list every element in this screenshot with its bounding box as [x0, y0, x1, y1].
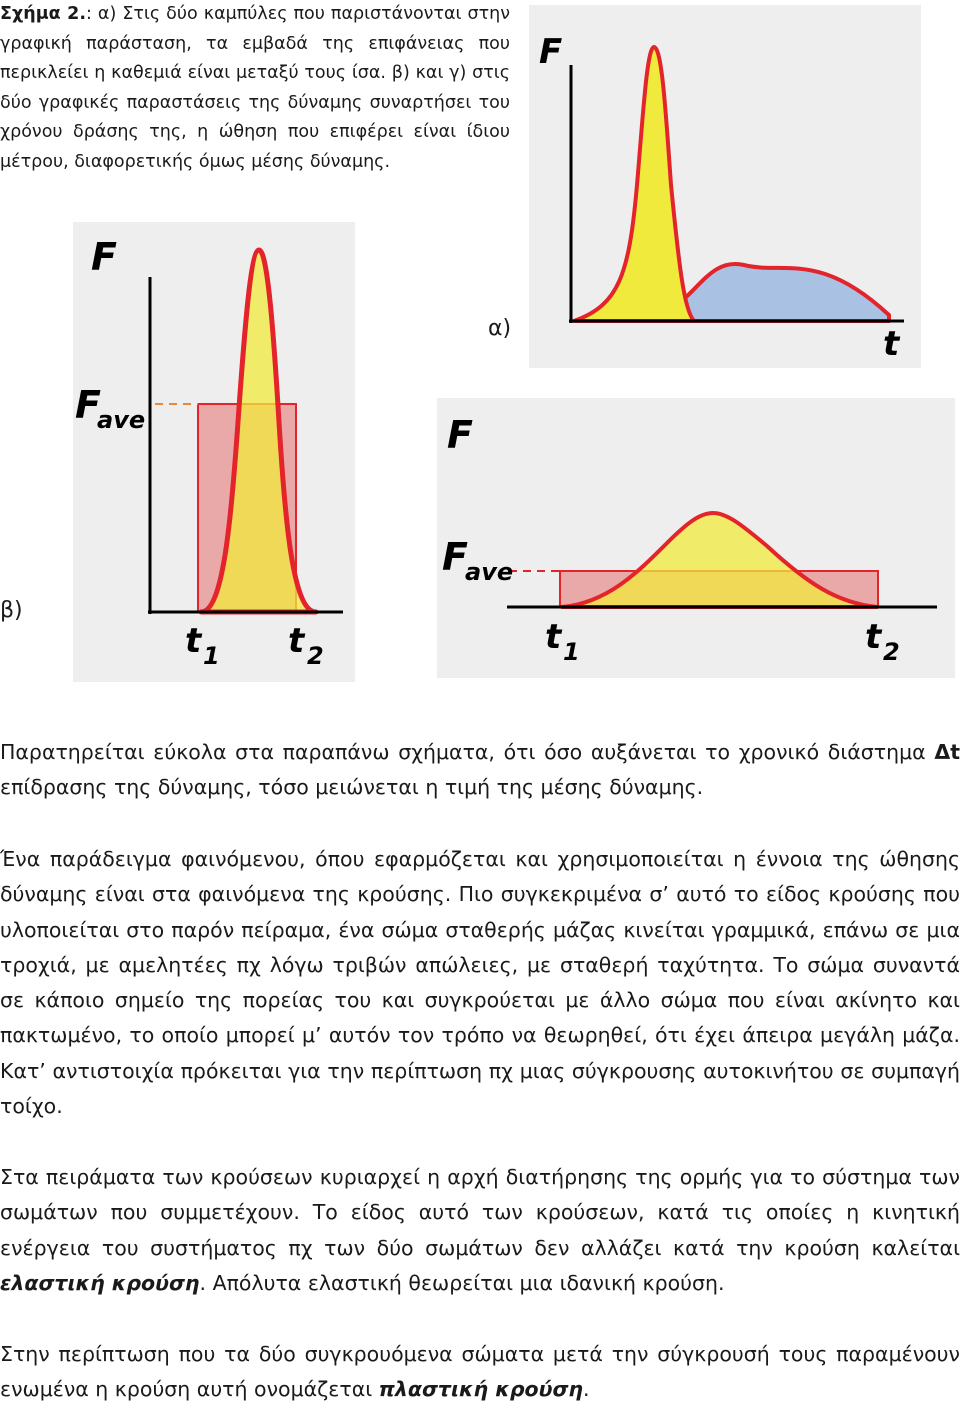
elastic-collision-term: ελαστική κρούση [0, 1270, 200, 1295]
graph-c: F F ave t 1 t 2 [442, 413, 937, 666]
paragraph-text: Παρατηρείται εύκολα στα παραπάνω σχήματα… [0, 740, 935, 764]
t2-subscript: 2 [883, 638, 900, 666]
paragraph-text: επίδρασης της δύναμης, τόσο μειώνεται η … [0, 775, 704, 800]
paragraph-collision-example: Ένα παράδειγμα φαινόμενου, όπου εφαρμόζε… [0, 847, 960, 1119]
axis-label-force: F [91, 235, 117, 279]
fave-label: F [442, 535, 468, 579]
graph-a: F t [539, 32, 904, 364]
graph-b: F F ave t 1 t 2 [75, 235, 343, 670]
delta-t-term: Δt [934, 740, 960, 764]
caption-text: : α) Στις δύο καμπύλες που παριστάνονται… [0, 4, 510, 172]
graph-b-panel: F F ave t 1 t 2 [73, 222, 355, 682]
paragraph-text: Στα πειράματα των κρούσεων κυριαρχεί η α… [0, 1165, 960, 1260]
paragraph-elastic-collision: Στα πειράματα των κρούσεων κυριαρχεί η α… [0, 1160, 960, 1301]
figure-caption: Σχήμα 2.: α) Στις δύο καμπύλες που παρισ… [0, 0, 510, 177]
fave-label: F [75, 383, 101, 427]
t1-subscript: 1 [203, 642, 220, 670]
graph-c-panel: F F ave t 1 t 2 [437, 398, 955, 678]
t1-label: t [185, 621, 203, 661]
axis-label-force: F [447, 413, 473, 457]
narrow-pulse-area [572, 45, 696, 323]
t1-subscript: 1 [563, 638, 580, 666]
force-pulse [560, 511, 879, 609]
paragraph-text: . [583, 1377, 590, 1402]
figure-tag-a: α) [488, 316, 512, 341]
fave-subscript: ave [465, 558, 513, 586]
graph-a-panel: F t [529, 5, 921, 368]
axis-label-time: t [883, 324, 901, 364]
paragraph-text: . Απόλυτα ελαστική θεωρείται μια ιδανική… [199, 1270, 725, 1295]
t1-label: t [545, 617, 563, 657]
axis-label-force: F [539, 32, 562, 72]
plastic-collision-term: πλαστική κρούση [378, 1377, 584, 1402]
figure-tag-b: β) [0, 598, 23, 623]
paragraph-text: Στην περίπτωση που τα δύο συγκρουόμενα σ… [0, 1342, 960, 1402]
caption-label: Σχήμα 2. [0, 4, 86, 24]
force-pulse [198, 247, 319, 615]
paragraph-average-force: Παρατηρείται εύκολα στα παραπάνω σχήματα… [0, 735, 960, 806]
t2-label: t [288, 621, 306, 661]
t2-label: t [865, 617, 883, 657]
paragraph-plastic-collision: Στην περίπτωση που τα δύο συγκρουόμενα σ… [0, 1337, 960, 1408]
t2-subscript: 2 [307, 642, 324, 670]
fave-subscript: ave [97, 406, 145, 434]
